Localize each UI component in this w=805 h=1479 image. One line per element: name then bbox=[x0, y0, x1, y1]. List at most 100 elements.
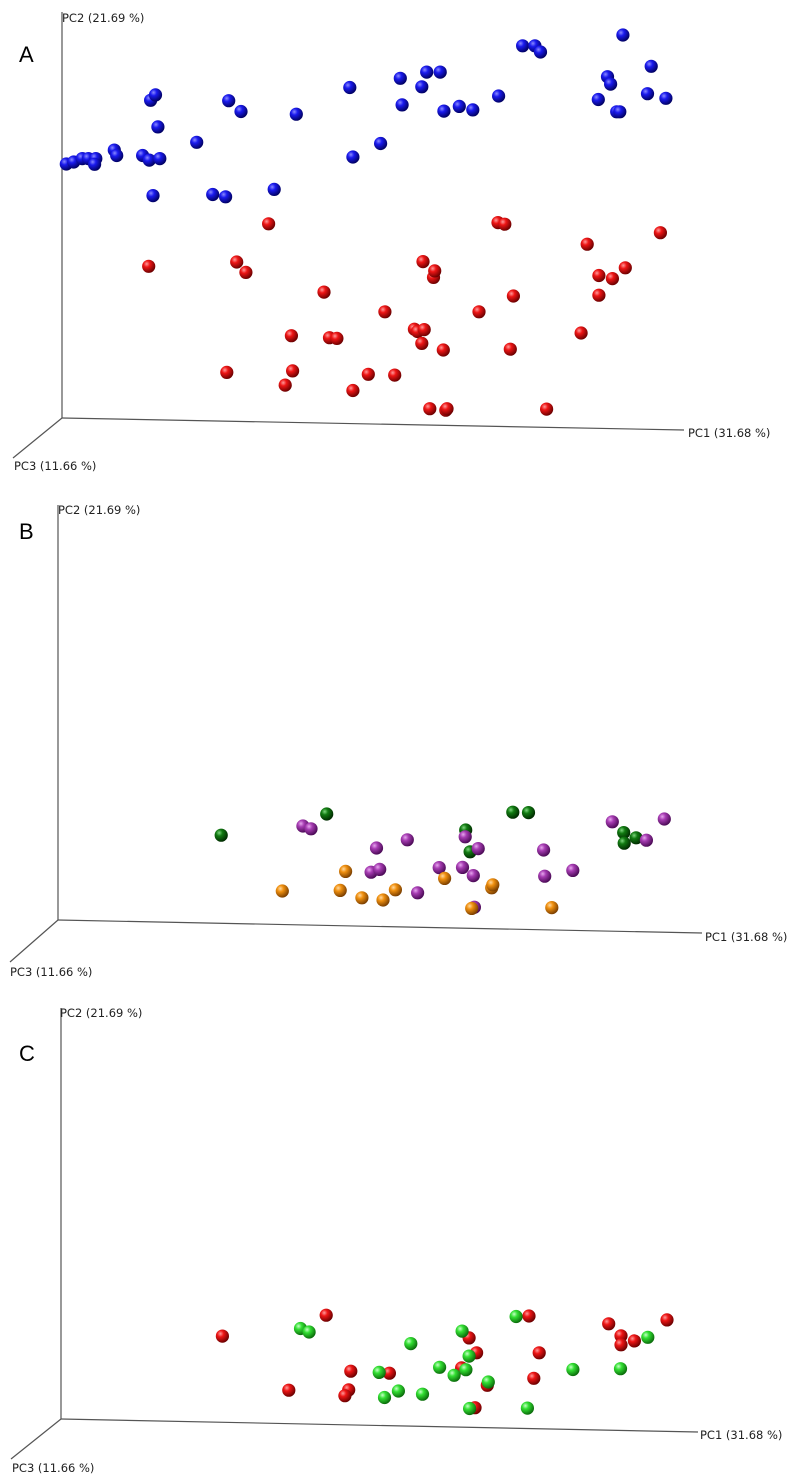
data-point-red bbox=[472, 305, 486, 319]
data-point-red bbox=[278, 378, 292, 392]
data-point-red bbox=[602, 1317, 616, 1331]
data-point-red bbox=[230, 255, 244, 269]
data-point-red bbox=[627, 1334, 642, 1348]
data-point-orange bbox=[355, 891, 369, 905]
data-point-blue bbox=[142, 153, 156, 167]
panel-b-pc2-label: PC2 (21.69 %) bbox=[58, 503, 140, 517]
data-point-light_green bbox=[415, 1387, 430, 1401]
data-point-red bbox=[592, 268, 606, 283]
data-point-red bbox=[660, 1313, 674, 1327]
panel-a-pc3-label: PC3 (11.66 %) bbox=[14, 459, 96, 473]
data-point-blue bbox=[613, 105, 627, 119]
data-point-red bbox=[428, 264, 442, 278]
data-point-orange bbox=[376, 893, 390, 907]
data-point-orange bbox=[486, 878, 500, 892]
data-point-purple bbox=[537, 843, 551, 857]
data-point-light_green bbox=[404, 1337, 418, 1351]
data-point-red bbox=[262, 217, 276, 231]
data-point-red bbox=[142, 259, 156, 273]
data-point-red bbox=[338, 1389, 352, 1403]
data-point-blue bbox=[452, 99, 466, 113]
data-point-blue bbox=[222, 94, 236, 108]
data-point-red bbox=[319, 1308, 333, 1322]
data-point-red bbox=[361, 367, 375, 381]
data-point-light_green bbox=[463, 1401, 477, 1416]
data-point-purple bbox=[369, 841, 384, 855]
data-point-dark_green bbox=[521, 806, 536, 820]
panel-c-letter: C bbox=[19, 1041, 35, 1066]
data-point-blue bbox=[88, 157, 102, 171]
data-point-dark_green bbox=[617, 836, 631, 850]
data-point-red bbox=[378, 305, 392, 319]
data-point-blue bbox=[466, 103, 480, 117]
data-point-red bbox=[506, 289, 520, 303]
panel-c-pc1-axis bbox=[60, 1418, 699, 1433]
data-point-dark_green bbox=[629, 831, 643, 845]
data-point-purple bbox=[458, 830, 472, 844]
data-point-red bbox=[503, 342, 517, 356]
data-point-blue bbox=[516, 39, 530, 53]
panel-c-pc3-axis bbox=[10, 1418, 62, 1460]
panel-b-pc3-axis bbox=[9, 919, 59, 963]
data-point-blue bbox=[393, 71, 407, 85]
data-point-purple bbox=[432, 861, 446, 875]
panel-a-pc1-label: PC1 (31.68 %) bbox=[688, 426, 770, 440]
data-point-blue bbox=[267, 182, 281, 196]
data-point-light_green bbox=[641, 1330, 655, 1344]
data-point-orange bbox=[339, 864, 353, 879]
data-point-light_green bbox=[447, 1368, 461, 1382]
panel-a: A PC2 (21.69 %) PC1 (31.68 %) PC3 (11.66… bbox=[12, 11, 770, 473]
data-point-red bbox=[527, 1371, 541, 1385]
data-point-purple bbox=[538, 869, 552, 883]
data-point-red bbox=[346, 383, 360, 398]
data-point-dark_green bbox=[214, 828, 228, 842]
data-point-red bbox=[580, 237, 594, 251]
data-point-red bbox=[653, 226, 668, 240]
data-point-orange bbox=[465, 901, 479, 916]
data-point-purple bbox=[455, 860, 470, 875]
data-point-red bbox=[498, 217, 512, 231]
data-point-dark_green bbox=[506, 805, 520, 819]
data-point-blue bbox=[616, 28, 630, 42]
data-point-red bbox=[440, 402, 454, 416]
data-point-light_green bbox=[455, 1324, 469, 1338]
data-point-blue bbox=[415, 80, 429, 94]
data-point-red bbox=[423, 402, 437, 416]
data-point-blue bbox=[433, 65, 447, 79]
panel-a-pc2-label: PC2 (21.69 %) bbox=[62, 11, 144, 25]
data-point-blue bbox=[148, 88, 163, 102]
data-point-red bbox=[317, 285, 331, 299]
data-point-red bbox=[344, 1364, 358, 1378]
data-point-light_green bbox=[302, 1325, 316, 1339]
data-point-red bbox=[417, 323, 431, 337]
data-point-purple bbox=[373, 862, 387, 877]
panel-b-pc1-label: PC1 (31.68 %) bbox=[705, 930, 787, 944]
data-point-blue bbox=[644, 59, 658, 73]
panel-b-points bbox=[214, 805, 671, 916]
data-point-red bbox=[614, 1338, 628, 1352]
data-point-red bbox=[592, 288, 606, 302]
data-point-blue bbox=[190, 135, 204, 149]
data-point-purple bbox=[411, 886, 425, 900]
data-point-red bbox=[220, 365, 234, 379]
data-point-red bbox=[618, 261, 632, 275]
panel-c-pc3-label: PC3 (11.66 %) bbox=[12, 1461, 94, 1475]
data-point-orange bbox=[275, 884, 289, 898]
data-point-purple bbox=[471, 842, 485, 856]
data-point-light_green bbox=[566, 1362, 580, 1377]
data-point-red bbox=[330, 331, 344, 345]
data-point-blue bbox=[151, 120, 165, 134]
data-point-purple bbox=[400, 833, 414, 847]
data-point-red bbox=[540, 402, 554, 416]
data-point-red bbox=[416, 255, 430, 269]
data-point-blue bbox=[146, 189, 160, 203]
data-point-blue bbox=[289, 107, 303, 121]
data-point-purple bbox=[657, 812, 671, 826]
panel-a-letter: A bbox=[19, 42, 34, 67]
data-point-blue bbox=[437, 104, 451, 118]
data-point-blue bbox=[374, 136, 388, 151]
data-point-light_green bbox=[509, 1309, 523, 1324]
data-point-light_green bbox=[433, 1360, 447, 1374]
data-point-purple bbox=[566, 863, 580, 878]
